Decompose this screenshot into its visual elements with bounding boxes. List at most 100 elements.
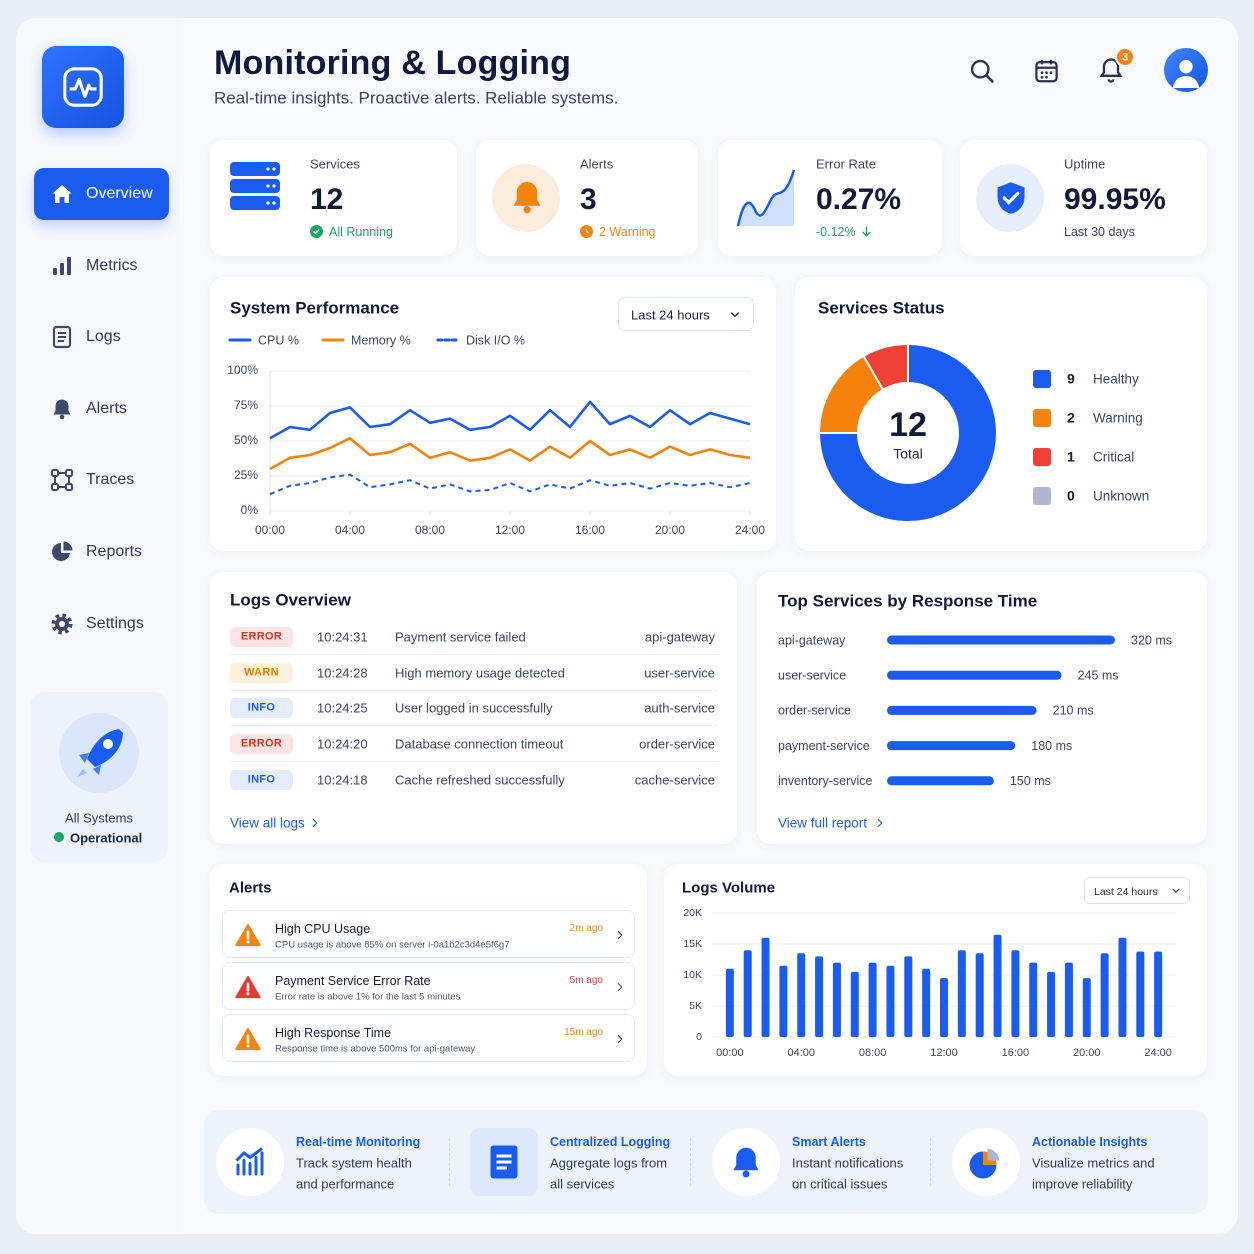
log-level: INFO	[247, 701, 276, 714]
feature-title: Smart Alerts	[792, 1134, 866, 1149]
nav-icon-shape	[59, 414, 65, 420]
kpi-card: Error Rate 0.27% -0.12%	[718, 140, 942, 256]
avatar[interactable]	[1164, 48, 1208, 92]
nav-item[interactable]: Reports	[34, 526, 169, 578]
x-tick-label: 04:00	[787, 1047, 815, 1059]
dropdown-chevron	[731, 312, 739, 318]
logo-icon-shape	[69, 77, 97, 99]
value-label: 245 ms	[1078, 668, 1119, 682]
alerts-card: Alerts High CPU Usage CPU usage is above 8…	[210, 864, 647, 1076]
avatar-icon-shape	[1172, 76, 1200, 88]
notifications-button-shape	[1107, 79, 1115, 83]
card-title: System Performance	[230, 298, 400, 318]
log-service: api-gateway	[644, 629, 715, 645]
alert-icon-shape	[246, 992, 250, 996]
range-dropdown[interactable]: Last 24 hours	[1084, 877, 1190, 904]
search-button-shape	[970, 59, 990, 79]
view-link[interactable]: View full report	[778, 815, 868, 831]
page-subtitle: Real-time insights. Proactive alerts. Re…	[214, 88, 619, 108]
alert-item[interactable]: Payment Service Error Rate Error rate is …	[222, 962, 635, 1010]
sidebar: Overview Metrics Logs Alerts Traces Reports Se…	[16, 18, 180, 1234]
bar	[1082, 978, 1091, 1037]
legend-label: Healthy	[1093, 372, 1139, 387]
uptime-icon-shape	[1002, 191, 1020, 205]
search-button-shape	[985, 74, 994, 83]
note-check-shape	[313, 229, 320, 235]
nav-icon-shape	[65, 469, 73, 478]
nav-item[interactable]: Settings	[34, 598, 169, 650]
feature-divider	[930, 1138, 931, 1186]
card-title: Logs Volume	[682, 879, 776, 897]
alert-chevron-shape	[617, 982, 623, 992]
search-button[interactable]	[968, 57, 996, 85]
x-tick-label: 24:00	[1144, 1047, 1172, 1059]
legend-swatch	[1033, 409, 1051, 427]
range-dropdown[interactable]: Last 24 hours	[618, 297, 754, 331]
log-level: WARN	[244, 666, 279, 679]
feature-icon	[969, 1148, 1000, 1179]
note-clock-shape	[585, 228, 589, 234]
feature-title: Centralized Logging	[550, 1134, 671, 1149]
bar	[1136, 951, 1145, 1037]
status-dot	[54, 832, 64, 842]
nav-item[interactable]: Metrics	[34, 240, 169, 292]
level-badge: INFO	[230, 769, 293, 790]
nav-icon	[52, 185, 72, 203]
bar	[1064, 962, 1073, 1037]
x-tick-label: 00:00	[255, 523, 285, 537]
kpi-label: Uptime	[1064, 156, 1106, 172]
x-tick-label: 04:00	[335, 523, 365, 537]
feature-line: Visualize metrics and	[1032, 1155, 1155, 1171]
nav-icon	[53, 256, 71, 275]
bar	[779, 965, 788, 1037]
calendar-button-shape	[1040, 75, 1044, 79]
server-unit	[230, 196, 280, 210]
nav-label: Traces	[86, 471, 135, 489]
trend-down-icon-shape	[862, 226, 871, 237]
nav-item[interactable]: Overview	[34, 168, 169, 220]
kpi-value: 0.27%	[816, 183, 902, 216]
bar	[904, 956, 913, 1037]
logs-overview-card: Logs Overview ERROR 10:24:31 Payment servic…	[210, 572, 737, 844]
bar	[725, 968, 734, 1037]
alert-title: High CPU Usage	[275, 921, 371, 936]
log-level: INFO	[247, 773, 276, 786]
feature-icon-circle	[712, 1128, 780, 1196]
log-time: 10:24:25	[317, 700, 368, 716]
log-message: Database connection timeout	[395, 736, 564, 752]
alerts-icon-shape	[523, 206, 531, 214]
row-divider	[230, 654, 718, 655]
kpi-note: All Running	[329, 224, 393, 239]
alert-chevron-shape	[617, 930, 623, 940]
nav-item[interactable]: Logs	[34, 311, 169, 363]
feature-line: all services	[550, 1176, 615, 1192]
bar	[957, 950, 966, 1037]
donut-total: 12	[889, 406, 927, 444]
feature-icon-shape	[742, 1170, 750, 1178]
legend-count: 1	[1067, 449, 1075, 465]
feature-icon	[733, 1147, 759, 1178]
log-message: Cache refreshed successfully	[395, 772, 565, 788]
alerts-icon	[513, 181, 541, 214]
nav-item[interactable]: Traces	[34, 454, 169, 506]
performance-card: System Performance Last 24 hours CPU % Memo…	[210, 277, 776, 551]
view-link[interactable]: View all logs	[230, 815, 305, 831]
feature-icon-shape	[235, 1147, 263, 1162]
legend-count: 9	[1067, 371, 1075, 387]
link-chevron	[312, 818, 318, 828]
alert-item[interactable]: High Response Time Response time is above…	[222, 1014, 635, 1062]
legend-label: Warning	[1093, 411, 1143, 426]
log-level: ERROR	[240, 630, 283, 643]
logs-volume-card: Logs Volume Last 24 hours 0 5K 10K 15K 20K 00:0…	[664, 864, 1207, 1076]
bar	[868, 962, 877, 1037]
alert-item[interactable]: High CPU Usage CPU usage is above 85% on …	[222, 910, 635, 958]
avatar-icon	[1172, 60, 1200, 88]
feature-icon-circle	[216, 1128, 284, 1196]
nav-item[interactable]: Alerts	[34, 383, 169, 435]
status-card: All Systems Operational	[30, 692, 168, 862]
top-services-card: Top Services by Response Time api-gateway…	[757, 572, 1207, 844]
calendar-button[interactable]	[1033, 57, 1060, 84]
nav-icon-shape	[53, 267, 57, 275]
y-tick-label: 0%	[241, 503, 259, 517]
feature-line: improve reliability	[1032, 1176, 1133, 1192]
